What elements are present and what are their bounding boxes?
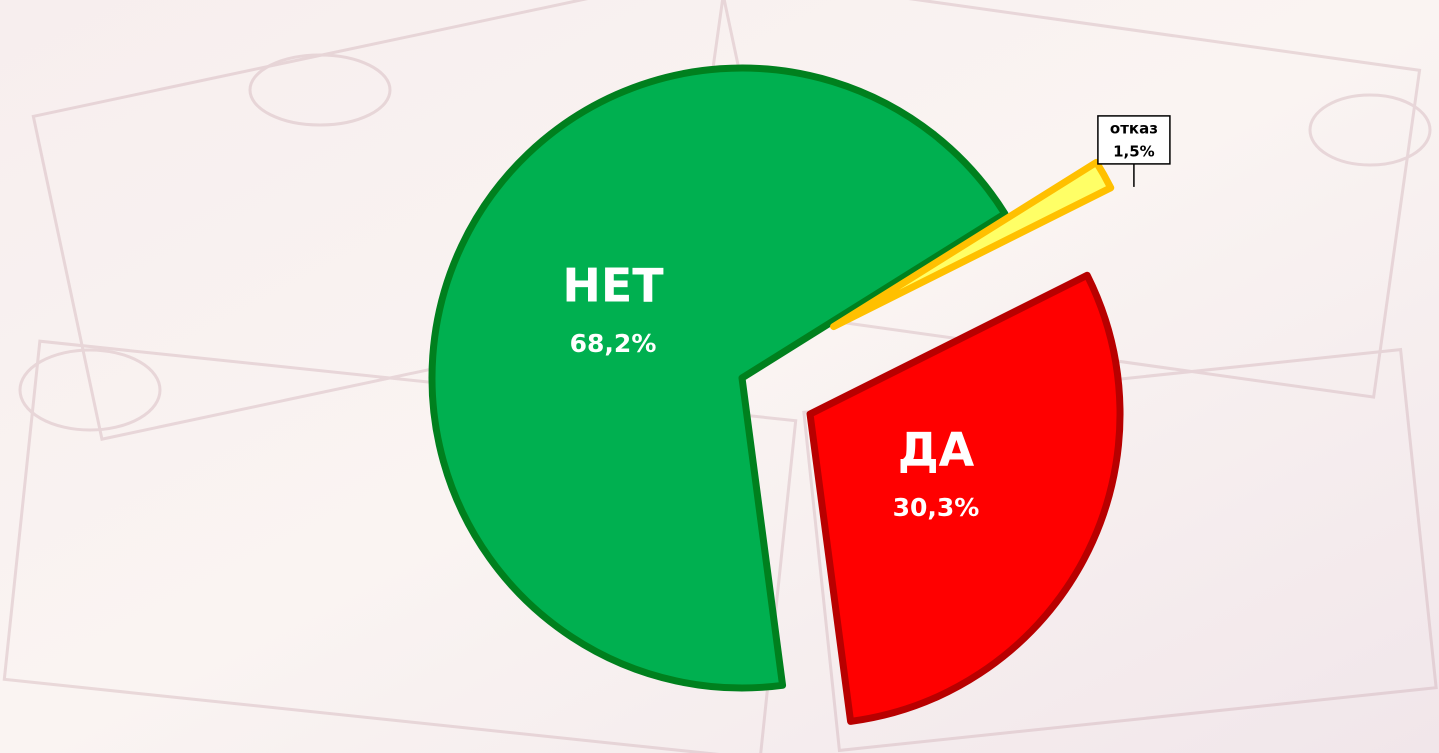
slice-value-label: 68,2% (570, 329, 657, 358)
slice-category-label: отказ (1110, 119, 1158, 137)
slice-value-label: 30,3% (893, 493, 980, 522)
pie-slice (830, 158, 1115, 331)
slice-category-label: ДА (898, 422, 975, 476)
slice-category-label: НЕТ (562, 259, 664, 313)
slice-value-label: 1,5% (1113, 142, 1155, 160)
callout-box (1097, 115, 1171, 165)
pie: НЕТ 68,2% ДА 30,3% отказ 1,5% (428, 64, 1171, 725)
pie-slice (428, 64, 1009, 692)
pie-slice (806, 271, 1124, 725)
